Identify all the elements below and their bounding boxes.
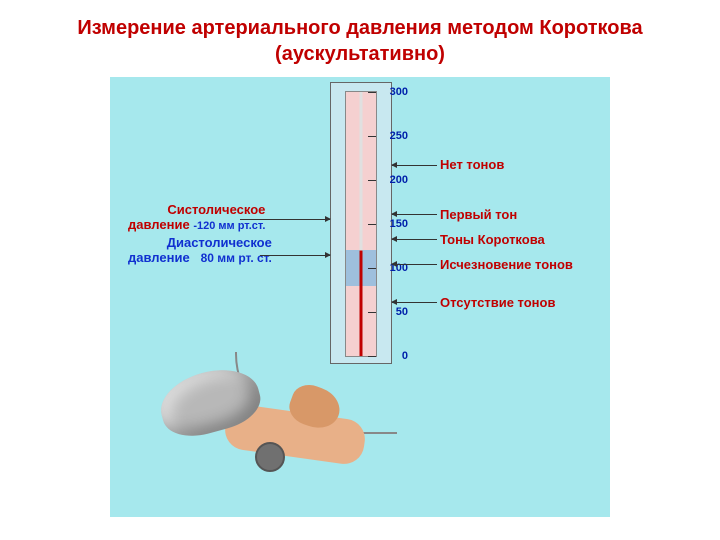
diastolic-l2: давление — [128, 250, 190, 265]
tick-label: 50 — [396, 306, 408, 318]
diastolic-label: Диастолическое давление 80 мм рт. ст. — [128, 235, 272, 265]
stethoscope-icon — [255, 442, 285, 472]
mercury-column — [360, 92, 363, 356]
page-title: Измерение артериального давления методом… — [0, 0, 720, 72]
tick — [368, 312, 376, 313]
arrow-absence — [392, 302, 437, 303]
tick — [368, 268, 376, 269]
manometer-scale: 050100150200250300 — [345, 91, 377, 357]
tick-label: 300 — [390, 86, 408, 98]
arm-illustration — [140, 352, 400, 502]
tick-label: 150 — [390, 218, 408, 230]
systolic-label: Систолическое давление -120 мм рт.ст. — [128, 202, 265, 232]
tick-label: 250 — [390, 130, 408, 142]
arrow-korotkov — [392, 239, 437, 240]
arrow-disappear — [392, 264, 437, 265]
tick — [368, 224, 376, 225]
tick — [368, 92, 376, 93]
korotkov-label: Тоны Короткова — [440, 232, 545, 247]
tick-label: 200 — [390, 174, 408, 186]
tick — [368, 136, 376, 137]
first-tone-label: Первый тон — [440, 207, 517, 222]
tick — [368, 180, 376, 181]
absence-label: Отсутствие тонов — [440, 295, 555, 310]
arrow-systolic — [240, 219, 330, 220]
diastolic-val: 80 мм рт. ст. — [201, 251, 272, 265]
systolic-val: -120 мм рт.ст. — [193, 220, 265, 232]
arrow-diastolic — [260, 255, 330, 256]
diastolic-l1: Диастолическое — [128, 235, 272, 250]
arrow-first-tone — [392, 214, 437, 215]
disappear-label: Исчезновение тонов — [440, 257, 573, 272]
manometer: 050100150200250300 — [330, 82, 392, 364]
arrow-no-tones — [392, 165, 437, 166]
title-text: Измерение артериального давления методом… — [77, 17, 642, 65]
diagram: 050100150200250300 Систолическое давлени… — [110, 77, 610, 517]
no-tones-label: Нет тонов — [440, 157, 504, 172]
tick-label: 0 — [402, 350, 408, 362]
systolic-l1: Систолическое — [128, 202, 265, 217]
systolic-l2: давление — [128, 217, 190, 232]
